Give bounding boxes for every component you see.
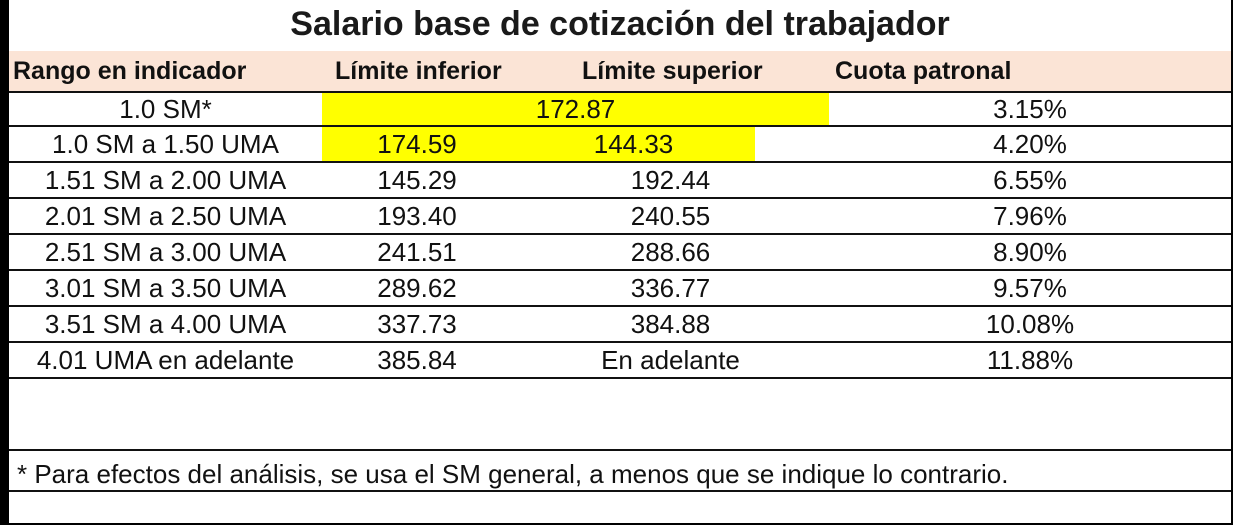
cell-rango: 3.01 SM a 3.50 UMA xyxy=(44,272,287,303)
cell-cuota: 3.15% xyxy=(993,93,1067,124)
cell-cuota: 7.96% xyxy=(993,200,1067,231)
salary-table-sheet: Salario base de cotización del trabajado… xyxy=(9,0,1231,523)
cell-limite-inferior: 193.40 xyxy=(377,200,457,231)
cell-rango: 1.51 SM a 2.00 UMA xyxy=(44,164,287,195)
cell-cuota: 10.08% xyxy=(985,308,1075,339)
header-cuota-patronal: Cuota patronal xyxy=(835,56,1012,85)
table-title: Salario base de cotización del trabajado… xyxy=(290,4,950,43)
cell-cuota: 6.55% xyxy=(993,164,1067,195)
header-limite-superior: Límite superior xyxy=(582,56,763,85)
cell-rango: 2.51 SM a 3.00 UMA xyxy=(44,236,287,267)
footnote: * Para efectos del análisis, se usa el S… xyxy=(17,458,1009,489)
cell-limite-superior: 336.77 xyxy=(630,272,711,303)
table-row: 1.0 SM* 172.87 3.15% xyxy=(9,91,1231,127)
cell-cuota: 9.57% xyxy=(993,272,1067,303)
cell-limite-merged: 172.87 xyxy=(322,93,829,125)
cell-rango: 1.0 SM a 1.50 UMA xyxy=(52,128,279,159)
cell-rango: 2.01 SM a 2.50 UMA xyxy=(44,200,287,231)
cell-limite-superior: 144.33 xyxy=(512,127,755,161)
footnote-bottom-rule xyxy=(9,490,1231,492)
cell-rango: 4.01 UMA en adelante xyxy=(36,344,295,375)
cell-limite-inferior: 174.59 xyxy=(322,127,512,161)
table-row: 4.01 UMA en adelante 385.84 En adelante … xyxy=(9,343,1231,379)
cell-limite-inferior: 337.73 xyxy=(377,308,457,339)
table-row: 2.01 SM a 2.50 UMA 193.40 240.55 7.96% xyxy=(9,199,1231,235)
cell-cuota: 4.20% xyxy=(993,128,1067,159)
cell-limite-superior: 240.55 xyxy=(630,200,711,231)
cell-rango: 3.51 SM a 4.00 UMA xyxy=(44,308,287,339)
header-limite-inferior: Límite inferior xyxy=(335,56,502,85)
header-rango: Rango en indicador xyxy=(13,56,247,85)
cell-cuota: 8.90% xyxy=(993,236,1067,267)
table-row: 1.0 SM a 1.50 UMA 174.59 144.33 4.20% xyxy=(9,127,1231,163)
cell-cuota: 11.88% xyxy=(986,344,1074,375)
table-row: 1.51 SM a 2.00 UMA 145.29 192.44 6.55% xyxy=(9,163,1231,199)
cell-limite-superior: En adelante xyxy=(601,344,740,375)
footnote-top-rule xyxy=(9,449,1231,451)
cell-limite-inferior: 241.51 xyxy=(377,236,457,267)
cell-limite-inferior: 145.29 xyxy=(377,164,457,195)
table-row: 2.51 SM a 3.00 UMA 241.51 288.66 8.90% xyxy=(9,235,1231,271)
table-row: 3.51 SM a 4.00 UMA 337.73 384.88 10.08% xyxy=(9,307,1231,343)
table-header-row: Rango en indicador Límite inferior Límit… xyxy=(9,51,1231,91)
cell-limite-superior: 192.44 xyxy=(630,164,711,195)
table-row: 3.01 SM a 3.50 UMA 289.62 336.77 9.57% xyxy=(9,271,1231,307)
cell-limite-inferior: 289.62 xyxy=(377,272,457,303)
cell-limite-superior: 384.88 xyxy=(630,308,711,339)
cell-limite-superior: 288.66 xyxy=(630,236,711,267)
cell-rango: 1.0 SM* xyxy=(119,93,212,124)
cell-limite-inferior: 385.84 xyxy=(377,344,457,375)
